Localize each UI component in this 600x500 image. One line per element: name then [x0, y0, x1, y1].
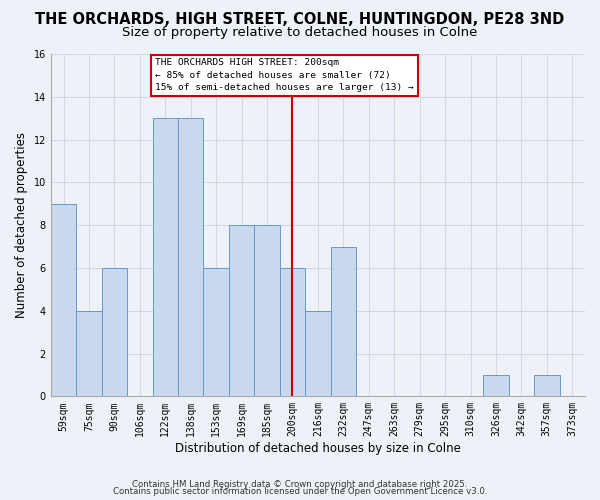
Bar	[305, 310, 331, 396]
Bar	[280, 268, 305, 396]
Bar	[178, 118, 203, 396]
Bar	[254, 225, 280, 396]
Text: Contains public sector information licensed under the Open Government Licence v3: Contains public sector information licen…	[113, 487, 487, 496]
X-axis label: Distribution of detached houses by size in Colne: Distribution of detached houses by size …	[175, 442, 461, 455]
Bar	[203, 268, 229, 396]
Bar	[534, 375, 560, 396]
Text: Contains HM Land Registry data © Crown copyright and database right 2025.: Contains HM Land Registry data © Crown c…	[132, 480, 468, 489]
Bar	[51, 204, 76, 396]
Bar	[331, 246, 356, 396]
Bar	[229, 225, 254, 396]
Text: THE ORCHARDS HIGH STREET: 200sqm
← 85% of detached houses are smaller (72)
15% o: THE ORCHARDS HIGH STREET: 200sqm ← 85% o…	[155, 58, 414, 92]
Text: Size of property relative to detached houses in Colne: Size of property relative to detached ho…	[122, 26, 478, 39]
Bar	[76, 310, 101, 396]
Bar	[101, 268, 127, 396]
Text: THE ORCHARDS, HIGH STREET, COLNE, HUNTINGDON, PE28 3ND: THE ORCHARDS, HIGH STREET, COLNE, HUNTIN…	[35, 12, 565, 28]
Y-axis label: Number of detached properties: Number of detached properties	[15, 132, 28, 318]
Bar	[152, 118, 178, 396]
Bar	[483, 375, 509, 396]
